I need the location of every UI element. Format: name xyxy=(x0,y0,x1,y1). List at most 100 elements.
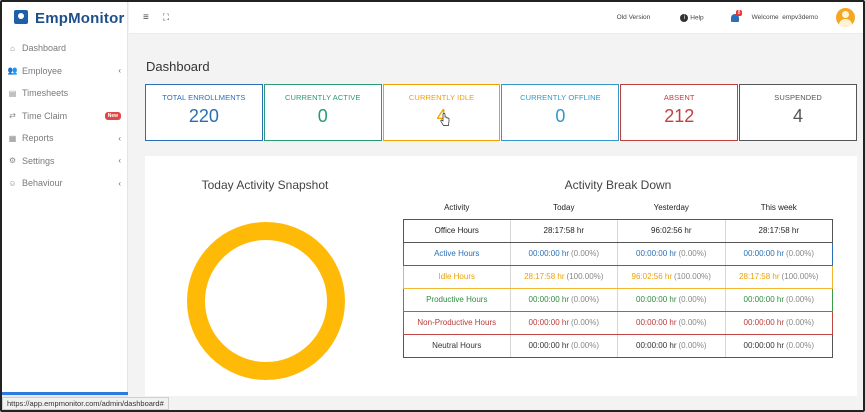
duration-value: 00:00:00 hr xyxy=(743,249,784,258)
activity-donut-chart[interactable] xyxy=(187,222,345,380)
table-cell: 00:00:00 hr (0.00%) xyxy=(509,287,618,312)
percent-value: (0.00%) xyxy=(678,249,707,258)
activity-name: Idle Hours xyxy=(403,264,511,289)
table-header-row: Activity Today Yesterday This week xyxy=(404,197,833,219)
help-link[interactable]: i Help xyxy=(680,13,704,22)
table-cell: 00:00:00 hr (0.00%) xyxy=(724,241,833,266)
topbar: ≡ ⛶ Old Version i Help 8 Welcome empv3dem… xyxy=(129,2,863,34)
user-behaviour-icon: ☺ xyxy=(8,178,17,188)
sidebar-item-employee[interactable]: 👥 Employee ‹ xyxy=(2,60,127,83)
old-version-link[interactable]: Old Version xyxy=(616,14,651,21)
stat-value: 212 xyxy=(664,106,695,126)
table-cell: 96:02:56 hr xyxy=(617,218,725,243)
notification-bell-icon[interactable]: 8 xyxy=(730,9,743,24)
sidebar-item-label: Behaviour xyxy=(22,178,63,189)
table-cell: 00:00:00 hr (0.00%) xyxy=(617,287,725,312)
duration-value: 00:00:00 hr xyxy=(636,341,677,350)
users-icon: 👥 xyxy=(7,66,18,76)
chevron-left-icon[interactable]: ‹ xyxy=(118,133,121,143)
stat-card-suspended[interactable]: SUSPENDED 4 xyxy=(739,84,857,141)
stat-card-currently-active[interactable]: CURRENTLY ACTIVE 0 xyxy=(263,84,382,141)
table-row: Idle Hours 28:17:58 hr (100.00%) 96:02:56 h… xyxy=(403,264,833,289)
gear-icon: ⚙ xyxy=(8,156,17,166)
new-badge: New xyxy=(104,111,121,120)
avatar[interactable] xyxy=(836,8,855,27)
sidebar-item-settings[interactable]: ⚙ Settings ‹ xyxy=(2,150,127,173)
activity-name: Office Hours xyxy=(403,218,511,243)
stat-value: 220 xyxy=(188,106,219,126)
percent-value: (100.00%) xyxy=(674,272,711,281)
percent-value: (0.00%) xyxy=(785,341,814,350)
sidebar-item-behaviour[interactable]: ☺ Behaviour ‹ xyxy=(2,172,127,195)
snapshot-title: Today Activity Snapshot xyxy=(201,178,329,192)
table-cell: 00:00:00 hr (0.00%) xyxy=(617,333,725,358)
column-header: Yesterday xyxy=(653,203,689,213)
sidebar: EmpMonitor ⌂ Dashboard 👥 Employee ‹ ▤ Timeshee… xyxy=(2,2,128,410)
duration-value: 28:17:58 hr xyxy=(543,226,585,235)
sidebar-item-reports[interactable]: ▦ Reports ‹ xyxy=(2,127,127,150)
duration-value: 28:17:58 hr xyxy=(739,272,780,281)
chevron-left-icon[interactable]: ‹ xyxy=(118,66,121,76)
table-cell: 28:17:58 hr (100.00%) xyxy=(509,264,618,289)
duration-value: 00:00:00 hr xyxy=(743,295,784,304)
percent-value: (0.00%) xyxy=(678,341,707,350)
duration-value: 28:17:58 hr xyxy=(758,226,799,235)
sidebar-item-label: Timesheets xyxy=(22,88,69,99)
breakdown-title: Activity Break Down xyxy=(564,178,672,192)
activity-name: Productive Hours xyxy=(403,287,511,312)
stat-card-currently-idle[interactable]: CURRENTLY IDLE 4 xyxy=(382,84,501,141)
table-cell: 00:00:00 hr (0.00%) xyxy=(617,241,725,266)
sidebar-item-label: Reports xyxy=(22,133,54,144)
chevron-left-icon[interactable]: ‹ xyxy=(118,156,121,166)
stat-label: SUSPENDED xyxy=(774,93,822,102)
stat-value: 0 xyxy=(317,106,328,126)
stat-card-absent[interactable]: ABSENT 212 xyxy=(620,84,739,141)
percent-value: (0.00%) xyxy=(571,249,600,258)
percent-value: (0.00%) xyxy=(571,318,600,327)
sidebar-item-dashboard[interactable]: ⌂ Dashboard xyxy=(2,37,127,60)
duration-value: 96:02:56 hr xyxy=(651,226,692,235)
duration-value: 00:00:00 hr xyxy=(528,249,569,258)
browser-status-url: https://app.empmonitor.com/admin/dashboa… xyxy=(2,397,169,410)
duration-value: 00:00:00 hr xyxy=(743,341,784,350)
table-cell: 00:00:00 hr (0.00%) xyxy=(724,287,833,312)
stat-value: 0 xyxy=(555,106,566,126)
logo-icon xyxy=(14,10,32,26)
sidebar-item-label: Dashboard xyxy=(22,43,67,54)
chevron-left-icon[interactable]: ‹ xyxy=(118,178,121,188)
table-cell: 00:00:00 hr (0.00%) xyxy=(724,333,833,358)
table-cell: 96:02:56 hr (100.00%) xyxy=(617,264,725,289)
sidebar-item-label: Settings xyxy=(22,155,55,166)
percent-value: (0.00%) xyxy=(678,318,707,327)
table-cell: 00:00:00 hr (0.00%) xyxy=(509,310,618,335)
stat-card-currently-offline[interactable]: CURRENTLY OFFLINE 0 xyxy=(501,84,620,141)
welcome-text: Welcome empv3demo xyxy=(751,14,818,21)
stat-label: CURRENTLY ACTIVE xyxy=(284,93,361,102)
hamburger-menu-icon[interactable]: ≡ xyxy=(143,12,149,23)
percent-value: (100.00%) xyxy=(566,272,604,281)
stat-label: CURRENTLY IDLE xyxy=(408,93,475,102)
column-header: Today xyxy=(553,203,575,213)
timesheet-icon: ▤ xyxy=(8,88,17,98)
stat-label: TOTAL ENROLLMENTS xyxy=(162,93,246,102)
table-row: Neutral Hours 00:00:00 hr (0.00%) 00:00:00 … xyxy=(403,333,833,358)
duration-value: 00:00:00 hr xyxy=(636,249,677,258)
percent-value: (0.00%) xyxy=(785,318,814,327)
table-row: Active Hours 00:00:00 hr (0.00%) 00:00:00 h… xyxy=(403,241,833,266)
report-icon: ▦ xyxy=(8,133,17,143)
table-cell: 00:00:00 hr (0.00%) xyxy=(724,310,833,335)
sidebar-item-timesheets[interactable]: ▤ Timesheets xyxy=(2,82,127,105)
table-cell: 00:00:00 hr (0.00%) xyxy=(509,241,618,266)
help-label: Help xyxy=(690,14,704,22)
duration-value: 00:00:00 hr xyxy=(528,295,569,304)
brand-logo[interactable]: EmpMonitor xyxy=(2,2,127,34)
table-cell: 28:17:58 hr (100.00%) xyxy=(724,264,833,289)
duration-value: 00:00:00 hr xyxy=(636,318,677,327)
fullscreen-icon[interactable]: ⛶ xyxy=(162,12,170,22)
table-row: Office Hours 28:17:58 hr 96:02:56 hr 28:17:… xyxy=(403,218,833,243)
percent-value: (0.00%) xyxy=(785,295,814,304)
stat-card-total-enrollments[interactable]: TOTAL ENROLLMENTS 220 xyxy=(145,84,263,141)
stat-value: 4 xyxy=(793,106,804,126)
sidebar-item-time-claim[interactable]: ⇄ Time Claim New xyxy=(2,105,127,128)
